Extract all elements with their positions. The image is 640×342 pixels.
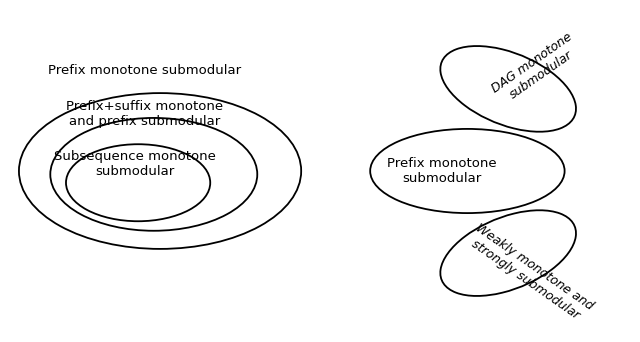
Text: Prefix monotone submodular: Prefix monotone submodular — [48, 64, 241, 77]
Text: Subsequence monotone
submodular: Subsequence monotone submodular — [54, 150, 216, 178]
Text: Weakly monotone and
strongly submodular: Weakly monotone and strongly submodular — [465, 221, 596, 325]
Text: DAG monotone
submodular: DAG monotone submodular — [490, 30, 584, 107]
Text: Prefix monotone
submodular: Prefix monotone submodular — [387, 157, 497, 185]
Text: Prefix+suffix monotone
and prefix submodular: Prefix+suffix monotone and prefix submod… — [66, 100, 223, 128]
